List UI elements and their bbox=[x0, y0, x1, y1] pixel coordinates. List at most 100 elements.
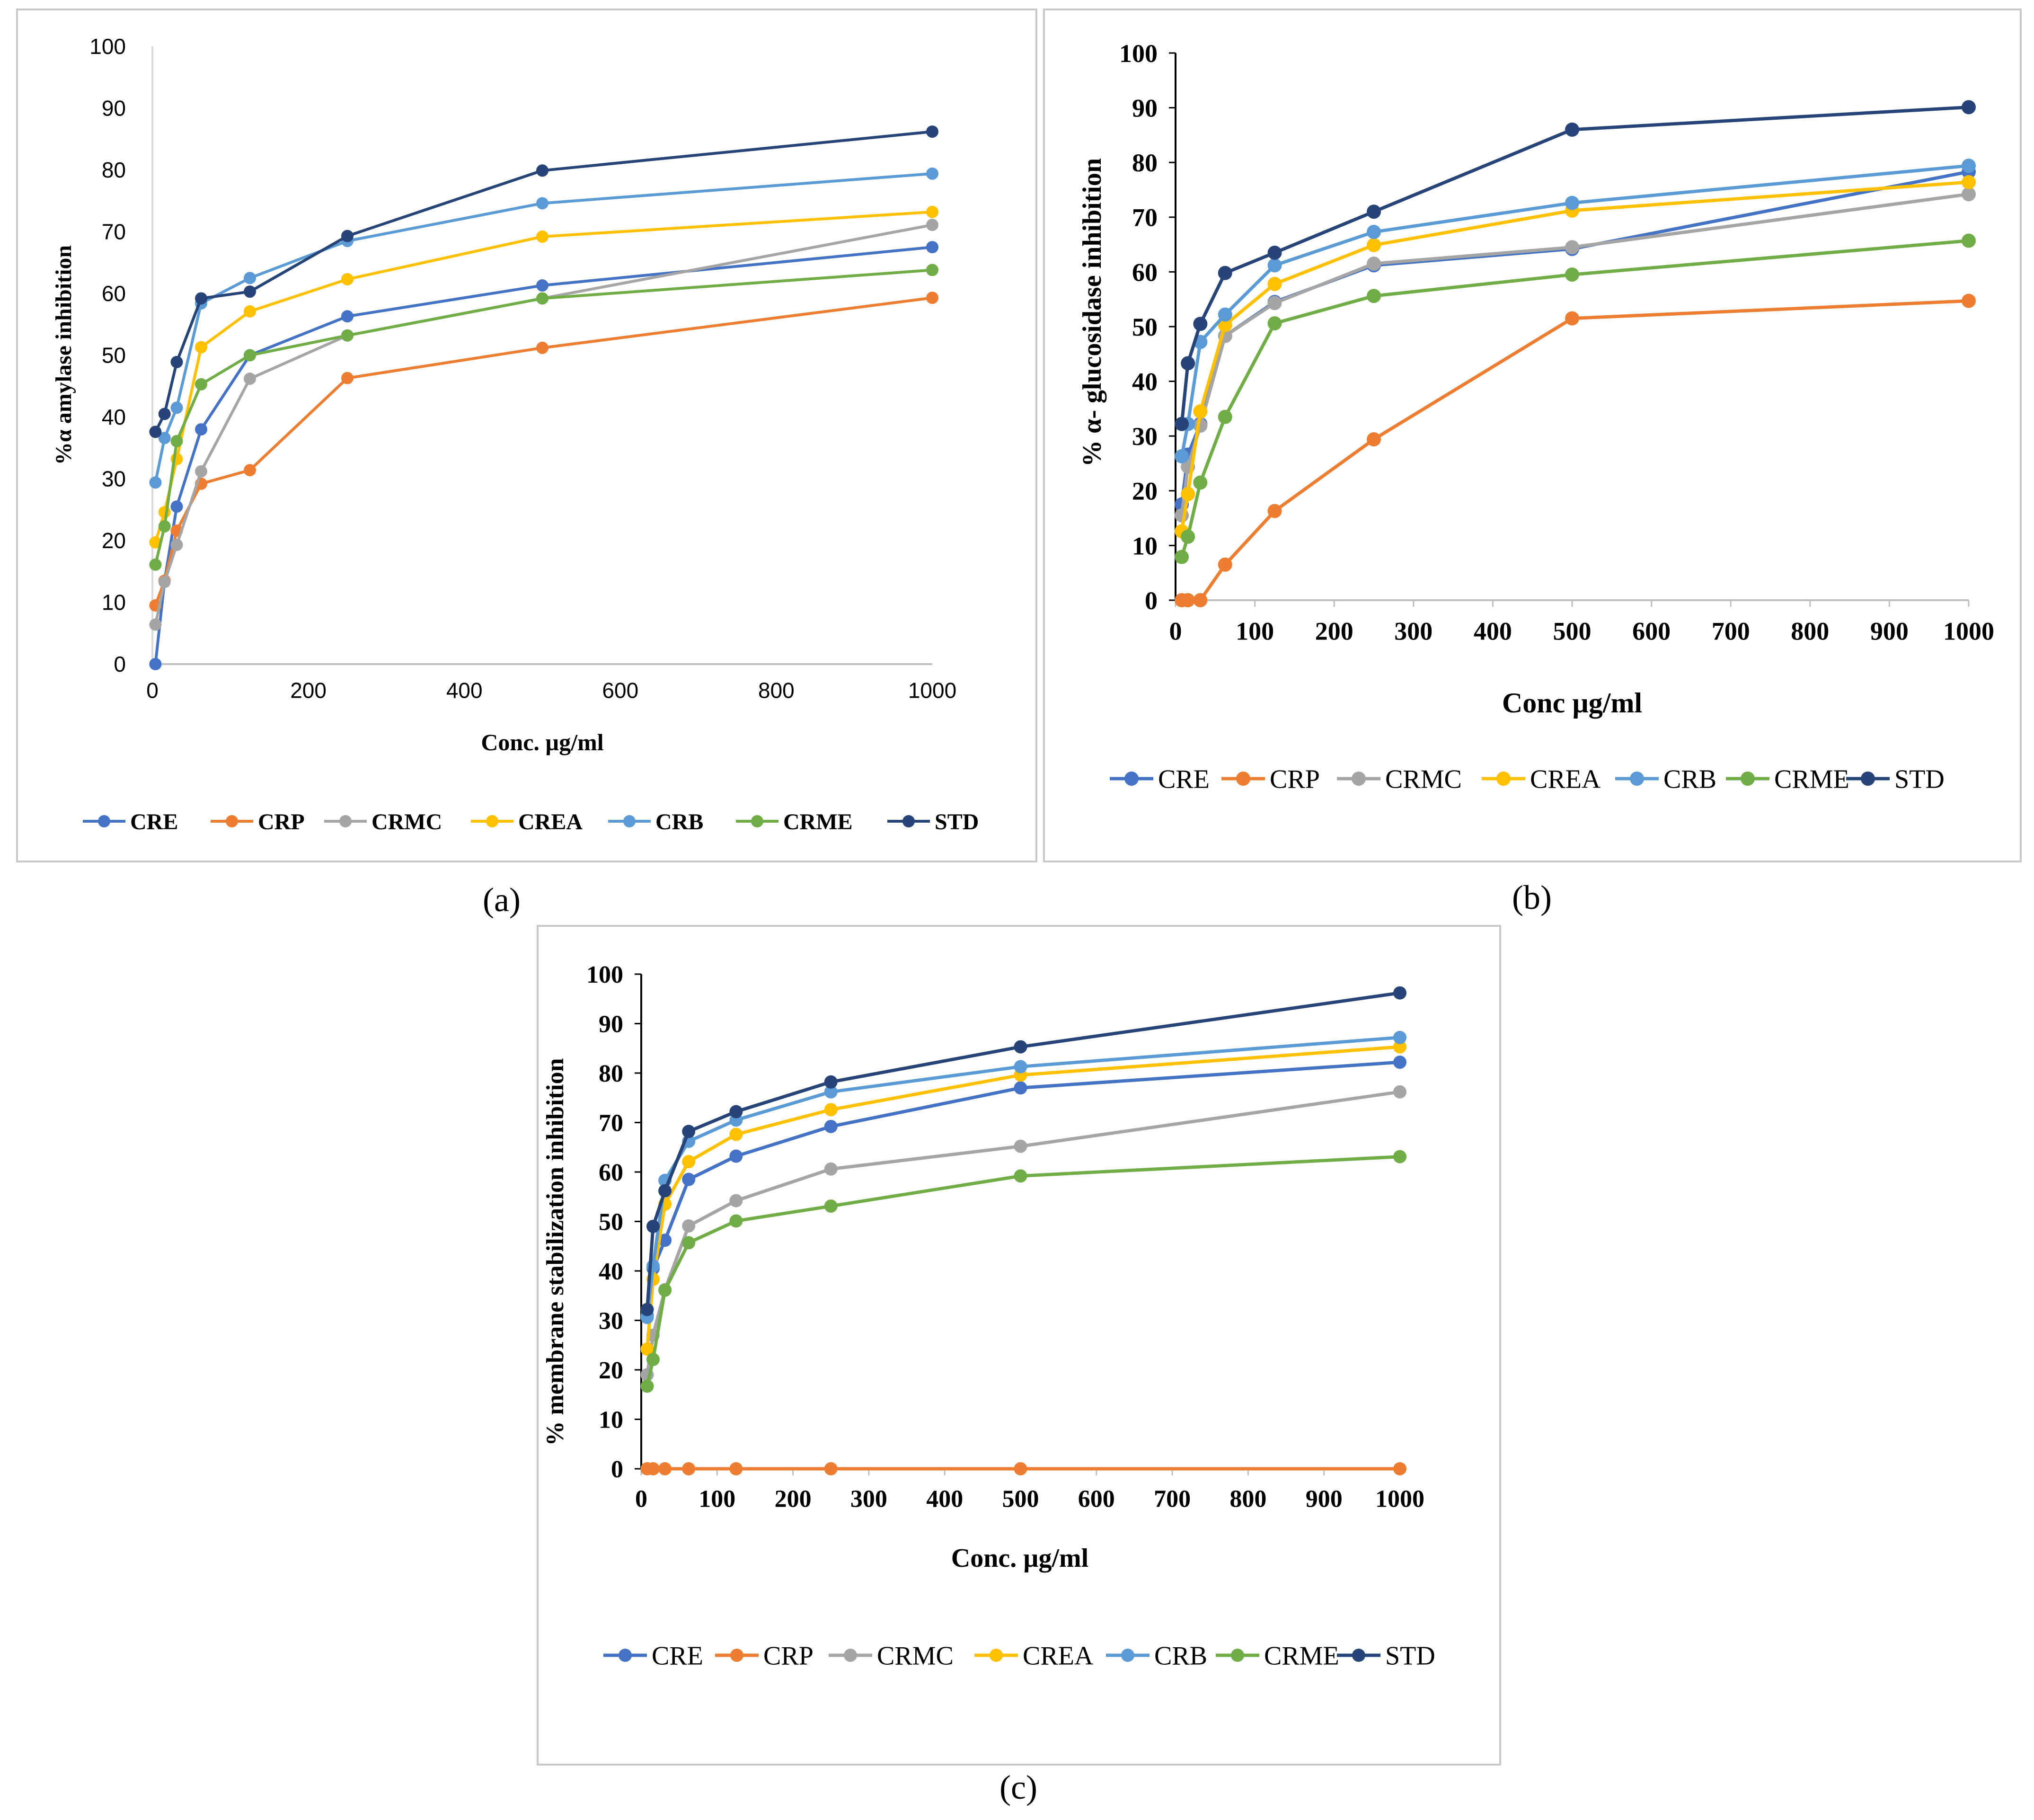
data-point-crp bbox=[926, 292, 938, 304]
data-point-crp bbox=[536, 341, 548, 354]
data-point-crea bbox=[1962, 175, 1976, 189]
data-point-crme bbox=[1014, 1169, 1027, 1183]
data-point-crb bbox=[244, 272, 256, 284]
legend-label: CREA bbox=[1023, 1642, 1094, 1671]
panel-b-frame bbox=[1043, 9, 2022, 862]
x-tick-label: 100 bbox=[699, 1486, 735, 1513]
x-tick-label: 400 bbox=[926, 1486, 963, 1513]
legend-swatch-marker bbox=[1352, 772, 1366, 786]
legend-item-crmc: CRMC bbox=[324, 809, 442, 835]
data-point-crme bbox=[170, 435, 183, 447]
data-point-std bbox=[824, 1075, 838, 1089]
x-tick-label: 600 bbox=[1632, 617, 1671, 646]
data-point-crea bbox=[536, 230, 548, 243]
series-line-crme bbox=[154, 268, 933, 565]
data-point-crme bbox=[1267, 316, 1282, 331]
x-tick-label: 300 bbox=[1394, 617, 1433, 646]
data-point-crmc bbox=[149, 618, 162, 631]
data-point-crme bbox=[536, 292, 548, 305]
data-point-std bbox=[658, 1184, 672, 1198]
data-point-crme bbox=[1218, 409, 1232, 424]
legend-label: CRMC bbox=[877, 1642, 954, 1671]
data-point-crea bbox=[824, 1103, 838, 1117]
legend-label: CRME bbox=[1774, 765, 1849, 794]
legend-item-crp: CRP bbox=[715, 1642, 814, 1671]
data-point-std bbox=[646, 1219, 660, 1233]
data-point-crb bbox=[1393, 1030, 1406, 1044]
x-tick-label: 800 bbox=[1791, 617, 1829, 646]
data-point-std bbox=[640, 1303, 654, 1316]
data-point-crmc bbox=[170, 539, 183, 551]
data-point-crmc bbox=[1962, 187, 1976, 202]
data-point-std bbox=[1014, 1040, 1027, 1054]
x-tick-label: 900 bbox=[1870, 617, 1909, 646]
y-tick-label: 100 bbox=[586, 961, 623, 988]
data-point-crme bbox=[1393, 1150, 1406, 1163]
data-point-crme bbox=[158, 520, 171, 533]
y-tick-label: 30 bbox=[1132, 422, 1158, 451]
series-line-crb bbox=[646, 1036, 1400, 1318]
y-tick-label: 20 bbox=[599, 1357, 623, 1384]
data-point-crme bbox=[1175, 550, 1189, 564]
panel-c-y-axis-label: % membrane stabilization inhibition bbox=[542, 1058, 569, 1446]
y-tick-label: 40 bbox=[599, 1258, 623, 1285]
data-point-crb bbox=[149, 476, 162, 489]
data-point-crmc bbox=[1565, 240, 1579, 255]
legend-label: CRE bbox=[130, 809, 178, 835]
legend-item-crme: CRME bbox=[1216, 1642, 1339, 1671]
legend-label: CRMC bbox=[371, 809, 442, 835]
legend-label: CRP bbox=[1270, 765, 1320, 794]
panel-a-x-axis-label: Conc. µg/ml bbox=[481, 729, 603, 755]
y-tick-label: 80 bbox=[599, 1060, 623, 1087]
data-point-crmc bbox=[158, 576, 171, 588]
legend-label: CRB bbox=[655, 809, 703, 835]
series-crb bbox=[149, 167, 938, 489]
legend-label: STD bbox=[1385, 1642, 1435, 1671]
y-tick-label: 0 bbox=[611, 1456, 623, 1483]
data-point-crp bbox=[244, 464, 256, 477]
x-tick-label: 0 bbox=[635, 1486, 647, 1513]
data-point-crea bbox=[1367, 238, 1381, 252]
x-tick-label: 1000 bbox=[1375, 1486, 1424, 1513]
data-point-crea bbox=[1193, 404, 1208, 419]
data-point-std bbox=[1565, 122, 1579, 137]
data-point-crea bbox=[1267, 276, 1282, 291]
data-point-std bbox=[244, 285, 256, 298]
legend-item-crme: CRME bbox=[736, 809, 853, 835]
legend-item-cre: CRE bbox=[83, 809, 178, 835]
panel-c-caption: (c) bbox=[999, 1768, 1037, 1806]
y-tick-label: 90 bbox=[1132, 94, 1158, 123]
data-point-crp bbox=[1193, 593, 1208, 607]
y-tick-label: 60 bbox=[1132, 258, 1158, 286]
series-line-crmc bbox=[1180, 192, 1969, 516]
data-point-crb bbox=[536, 197, 548, 210]
data-point-crme bbox=[1565, 267, 1579, 282]
data-point-crmc bbox=[926, 219, 938, 231]
data-point-std bbox=[1393, 986, 1406, 1000]
series-crme bbox=[149, 264, 938, 571]
legend-item-crea: CREA bbox=[471, 809, 583, 835]
legend-swatch-marker bbox=[1352, 1649, 1365, 1662]
legend-swatch-marker bbox=[339, 815, 352, 827]
y-tick-label: 40 bbox=[1132, 368, 1158, 396]
data-point-crb bbox=[170, 401, 183, 414]
data-point-crea bbox=[195, 341, 207, 354]
data-point-crme bbox=[729, 1214, 743, 1228]
legend-swatch-marker bbox=[1861, 772, 1875, 786]
legend-swatch-marker bbox=[990, 1649, 1003, 1662]
x-tick-label: 400 bbox=[1474, 617, 1512, 646]
legend-swatch-marker bbox=[619, 1649, 632, 1662]
legend-item-std: STD bbox=[887, 809, 979, 835]
data-point-crp bbox=[646, 1462, 660, 1475]
x-tick-label: 200 bbox=[775, 1486, 812, 1513]
legend-swatch-marker bbox=[1121, 1649, 1134, 1662]
legend-item-cre: CRE bbox=[1110, 765, 1210, 794]
data-point-std bbox=[195, 292, 207, 305]
data-point-crb bbox=[1267, 258, 1282, 273]
data-point-crmc bbox=[195, 465, 207, 478]
legend-item-std: STD bbox=[1337, 1642, 1435, 1671]
series-std bbox=[149, 125, 938, 438]
data-point-crea bbox=[640, 1342, 654, 1356]
x-tick-label: 500 bbox=[1002, 1486, 1039, 1513]
data-point-cre bbox=[195, 423, 207, 436]
